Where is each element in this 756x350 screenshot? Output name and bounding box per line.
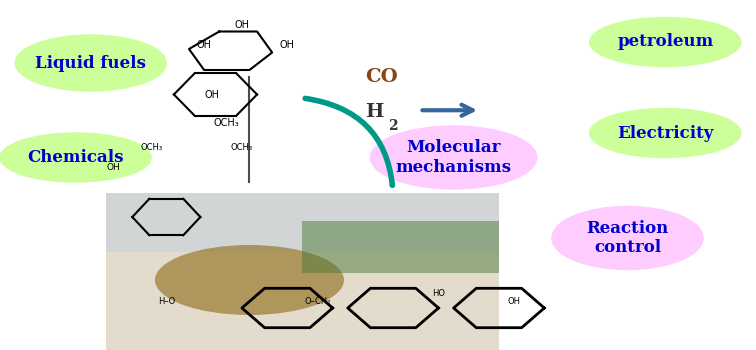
Text: 2: 2 xyxy=(389,119,398,133)
Ellipse shape xyxy=(155,245,344,315)
Text: OCH₃: OCH₃ xyxy=(231,142,253,152)
Text: OH: OH xyxy=(204,90,219,99)
Text: OH: OH xyxy=(280,41,295,50)
Bar xyxy=(106,193,499,350)
Bar xyxy=(106,193,499,252)
Text: OH: OH xyxy=(507,296,521,306)
Text: petroleum: petroleum xyxy=(617,34,714,50)
Text: HO: HO xyxy=(432,289,445,299)
Text: H–O: H–O xyxy=(158,296,175,306)
Bar xyxy=(302,220,499,273)
Ellipse shape xyxy=(370,126,537,189)
Ellipse shape xyxy=(15,35,166,91)
Text: OH: OH xyxy=(197,41,212,50)
Text: Chemicals: Chemicals xyxy=(27,149,124,166)
Text: OH: OH xyxy=(107,163,120,173)
Text: CO: CO xyxy=(365,68,398,86)
Text: Molecular
mechanisms: Molecular mechanisms xyxy=(395,139,512,176)
Text: OCH₃: OCH₃ xyxy=(214,118,240,127)
Text: H: H xyxy=(365,103,383,121)
Ellipse shape xyxy=(590,108,741,158)
Ellipse shape xyxy=(552,206,703,270)
Text: Liquid fuels: Liquid fuels xyxy=(36,55,146,71)
Ellipse shape xyxy=(0,133,151,182)
Text: OCH₃: OCH₃ xyxy=(140,142,163,152)
FancyArrowPatch shape xyxy=(305,98,392,185)
Text: Electricity: Electricity xyxy=(617,125,714,141)
Ellipse shape xyxy=(590,18,741,66)
Text: O–CH₂: O–CH₂ xyxy=(305,296,330,306)
Text: OH: OH xyxy=(234,20,249,29)
Text: Reaction
control: Reaction control xyxy=(587,220,668,256)
